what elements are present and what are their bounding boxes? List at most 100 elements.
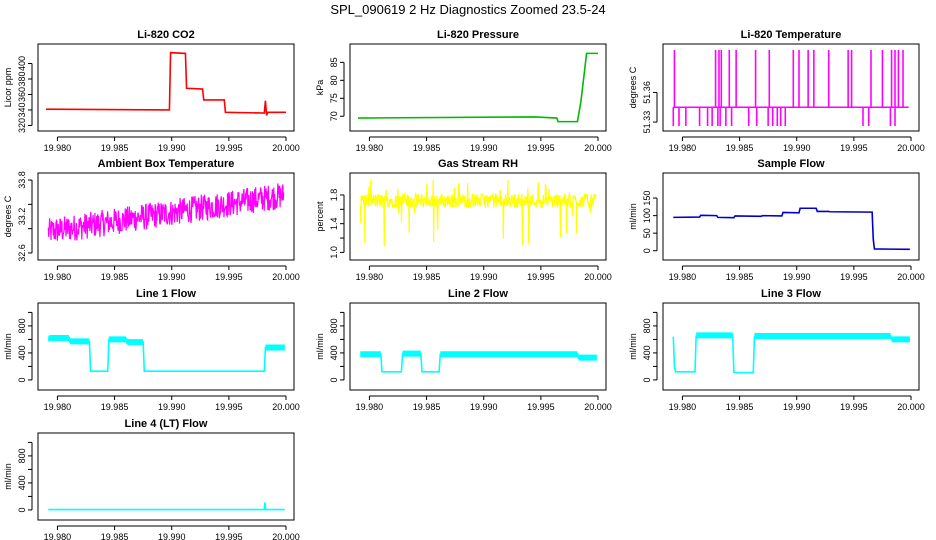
x-tick-label: 19.995 — [215, 532, 243, 540]
plot-frame — [662, 43, 920, 132]
x-tick-label: 19.990 — [470, 272, 498, 282]
y-tick-label: 70 — [329, 111, 339, 121]
y-tick-label: 80 — [329, 75, 339, 85]
x-tick-label: 19.985 — [726, 143, 754, 153]
x-tick-label: 19.980 — [44, 532, 72, 540]
y-tick-label: 33.2 — [17, 208, 27, 226]
x-tick-label: 19.980 — [44, 272, 72, 282]
chart-panel-8: Line 3 Flow 19.980 19.985 19.990 19.995 20.00… — [628, 288, 925, 412]
data-series — [48, 502, 285, 511]
panel-title: Gas Stream RH — [438, 158, 518, 170]
x-tick-label: 20.000 — [584, 143, 612, 153]
plot-frame — [349, 43, 607, 132]
chart-panel-7: Line 2 Flow 19.980 19.985 19.990 19.995 20.00… — [315, 288, 612, 412]
x-tick-label: 19.995 — [215, 143, 243, 153]
y-tick-label: 50 — [642, 228, 652, 238]
y-tick-label: 400 — [17, 345, 27, 360]
y-tick-label: 51.36 — [642, 81, 652, 104]
y-tick-label: 320 — [17, 118, 27, 133]
x-tick-label: 19.980 — [356, 272, 384, 282]
panel-title: Ambient Box Temperature — [98, 158, 235, 170]
y-tick-label: 1.8 — [329, 189, 339, 202]
panel-title: Li-820 CO2 — [137, 29, 194, 41]
plot-frame — [37, 302, 295, 391]
x-tick-label: 19.995 — [215, 402, 243, 412]
y-tick-label: 800 — [17, 318, 27, 333]
x-tick-label: 19.990 — [470, 143, 498, 153]
x-tick-label: 20.000 — [584, 402, 612, 412]
data-band — [696, 332, 910, 343]
y-tick-label: 0 — [642, 248, 652, 253]
x-tick-label: 19.980 — [669, 402, 697, 412]
x-tick-label: 20.000 — [897, 143, 925, 153]
panel-title: Line 4 (LT) Flow — [125, 418, 208, 430]
x-tick-label: 19.990 — [783, 143, 811, 153]
x-tick-label: 20.000 — [272, 143, 300, 153]
panel-title: Li-820 Pressure — [437, 29, 519, 41]
y-tick-label: 1.0 — [329, 246, 339, 259]
x-tick-label: 19.980 — [669, 272, 697, 282]
y-tick-label: 33.8 — [17, 171, 27, 189]
x-tick-label: 19.985 — [413, 402, 441, 412]
y-axis-label: ml/min — [315, 333, 325, 360]
x-tick-label: 20.000 — [272, 272, 300, 282]
y-tick-label: 800 — [329, 318, 339, 333]
x-tick-label: 19.995 — [527, 402, 555, 412]
chart-panel-1: Li-820 Pressure 19.980 19.985 19.990 19.995 2… — [315, 29, 612, 153]
x-tick-label: 19.985 — [413, 143, 441, 153]
y-tick-label: 400 — [329, 345, 339, 360]
y-axis-label: ml/min — [3, 333, 13, 360]
x-tick-label: 19.995 — [840, 143, 868, 153]
x-tick-label: 19.985 — [726, 402, 754, 412]
plot-frame — [37, 43, 295, 132]
panel-title: Line 2 Flow — [448, 288, 508, 300]
x-tick-label: 20.000 — [272, 532, 300, 540]
y-axis-label: degrees C — [3, 195, 13, 237]
panel-title: Line 3 Flow — [761, 288, 821, 300]
y-tick-label: 0 — [17, 507, 27, 512]
panel-title: Line 1 Flow — [136, 288, 196, 300]
y-tick-label: 400 — [17, 56, 27, 71]
chart-panel-0: Li-820 CO2 19.980 19.985 19.990 19.995 20.000… — [3, 29, 300, 153]
y-tick-label: 800 — [642, 318, 652, 333]
data-series — [672, 333, 910, 374]
x-tick-label: 19.990 — [158, 402, 186, 412]
page-title: SPL_090619 2 Hz Diagnostics Zoomed 23.5-… — [330, 2, 606, 17]
data-series — [357, 52, 598, 123]
y-axis-label: degrees C — [628, 66, 638, 108]
y-tick-label: 400 — [17, 475, 27, 490]
plot-frame — [37, 432, 295, 521]
x-tick-label: 20.000 — [584, 272, 612, 282]
plot-frame — [349, 172, 607, 261]
x-tick-label: 19.985 — [413, 272, 441, 282]
y-axis-label: ml/min — [628, 203, 638, 230]
y-tick-label: 100 — [642, 208, 652, 223]
y-axis-label: ml/min — [3, 463, 13, 490]
y-axis-label: kPa — [315, 80, 325, 96]
y-axis-label: ml/min — [628, 333, 638, 360]
x-tick-label: 19.985 — [101, 532, 129, 540]
y-tick-label: 380 — [17, 71, 27, 86]
chart-panel-9: Line 4 (LT) Flow 19.980 19.985 19.990 19.995… — [3, 418, 300, 540]
data-series — [47, 183, 285, 241]
x-tick-label: 19.990 — [470, 402, 498, 412]
x-tick-label: 19.980 — [44, 143, 72, 153]
plot-frame — [349, 302, 607, 391]
y-tick-label: 32.6 — [17, 244, 27, 262]
x-tick-label: 19.985 — [101, 143, 129, 153]
chart-panel-4: Gas Stream RH 19.980 19.985 19.990 19.995 20.… — [315, 158, 612, 282]
x-tick-label: 19.985 — [101, 402, 129, 412]
x-tick-label: 19.995 — [840, 402, 868, 412]
y-tick-label: 360 — [17, 87, 27, 102]
chart-panel-5: Sample Flow 19.980 19.985 19.990 19.995 20.00… — [628, 158, 925, 282]
plot-frame — [662, 172, 920, 261]
data-series — [45, 51, 286, 116]
panel-title: Li-820 Temperature — [741, 29, 842, 41]
y-axis-label: Licor ppm — [3, 68, 13, 108]
y-tick-label: 400 — [642, 345, 652, 360]
y-axis-label: percent — [315, 201, 325, 232]
y-tick-label: 800 — [17, 448, 27, 463]
x-tick-label: 19.990 — [783, 402, 811, 412]
chart-panel-6: Line 1 Flow 19.980 19.985 19.990 19.995 20.00… — [3, 288, 300, 412]
x-tick-label: 19.980 — [356, 143, 384, 153]
